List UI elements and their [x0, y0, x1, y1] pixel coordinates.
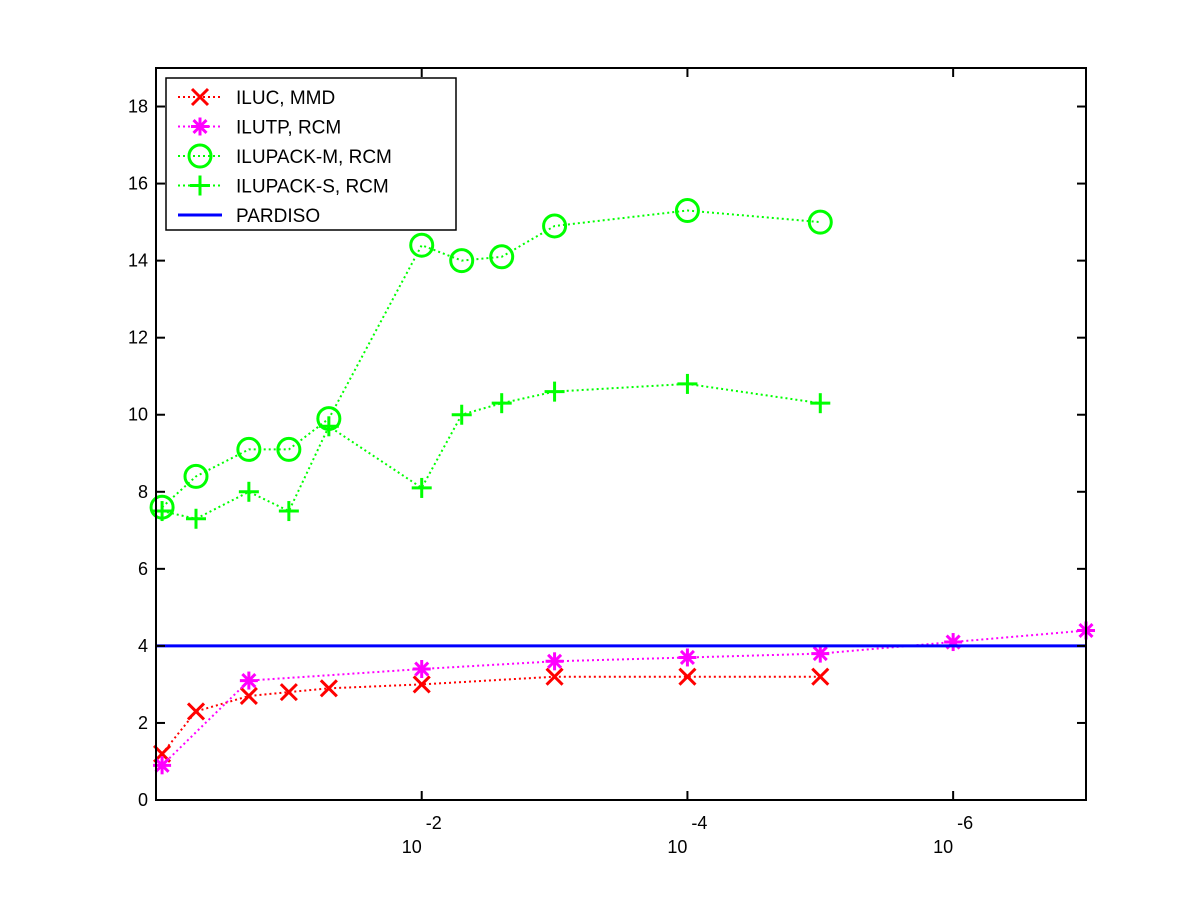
- x-tick-label-base: 10: [402, 837, 422, 857]
- y-tick-label: 18: [128, 97, 148, 117]
- asterisk-marker-stroke: [241, 673, 257, 689]
- circle-marker: [489, 244, 515, 270]
- legend-entry-pardiso: PARDISO: [178, 206, 320, 227]
- data-point-ilupack-s-rcm: [185, 508, 206, 529]
- data-point-iluc-mmd: [678, 667, 697, 686]
- data-point-ilutp-rcm: [678, 648, 697, 667]
- data-point-ilupack-m-rcm: [236, 436, 262, 462]
- asterisk-marker-stroke: [192, 118, 208, 135]
- legend-label: ILUTP, RCM: [236, 118, 341, 139]
- data-point-ilupack-m-rcm: [276, 436, 302, 462]
- data-point-ilutp-rcm: [239, 671, 258, 690]
- legend-label: ILUPACK-M, RCM: [236, 147, 392, 168]
- x-marker-stroke: [319, 679, 338, 698]
- data-point-ilupack-s-rcm: [278, 501, 299, 522]
- y-tick-label: 2: [138, 713, 148, 733]
- data-point-iluc-mmd: [811, 667, 830, 686]
- plot-frame: [155, 67, 1087, 801]
- data-point-ilupack-m-rcm: [542, 213, 568, 239]
- data-point-iluc-mmd: [279, 683, 298, 702]
- circle-marker: [542, 213, 568, 239]
- series-ilupack-m-rcm: [149, 198, 833, 520]
- data-point-ilupack-s-rcm: [411, 477, 432, 498]
- data-point-iluc-mmd: [545, 667, 564, 686]
- data-point-ilupack-s-rcm: [491, 393, 512, 414]
- asterisk-marker-stroke: [547, 653, 563, 669]
- x-marker-stroke: [186, 702, 206, 721]
- data-point-ilupack-s-rcm: [810, 393, 831, 414]
- circle-marker: [449, 248, 475, 274]
- data-point-ilupack-m-rcm: [489, 244, 515, 270]
- data-point-iluc-mmd: [239, 686, 258, 706]
- asterisk-marker-stroke: [679, 649, 695, 665]
- data-point-ilutp-rcm: [811, 644, 830, 663]
- x-marker-stroke: [279, 683, 298, 702]
- x-marker-stroke: [412, 675, 431, 694]
- data-point-ilutp-rcm: [944, 633, 963, 652]
- y-tick-label: 10: [128, 405, 148, 425]
- asterisk-marker-stroke: [414, 661, 430, 677]
- legend-entry-ilutp-rcm: ILUTP, RCM: [178, 117, 341, 139]
- data-point-iluc-mmd: [186, 702, 206, 721]
- legend-label: PARDISO: [236, 206, 320, 227]
- circle-marker: [276, 436, 302, 462]
- circle-marker: [409, 232, 435, 258]
- data-point-ilutp-rcm: [412, 660, 431, 679]
- data-point-ilupack-m-rcm: [807, 209, 833, 235]
- legend-label: ILUC, MMD: [236, 88, 335, 109]
- x-tick-label-exponent: -6: [957, 813, 973, 833]
- series-line-ilupack-m-rcm: [161, 209, 821, 508]
- data-point-ilupack-m-rcm: [674, 198, 700, 224]
- data-point-ilupack-m-rcm: [183, 463, 209, 489]
- asterisk-marker-stroke: [154, 757, 170, 773]
- circle-marker: [236, 436, 262, 462]
- data-point-iluc-mmd: [412, 675, 431, 694]
- data-point-iluc-mmd: [319, 679, 338, 698]
- y-tick-label: 6: [138, 559, 148, 579]
- series-line-ilutp-rcm: [161, 629, 1087, 767]
- y-tick-label: 16: [128, 174, 148, 194]
- data-point-ilupack-s-rcm: [451, 404, 472, 425]
- x-tick-label-base: 10: [933, 837, 953, 857]
- x-marker-stroke: [545, 667, 564, 686]
- legend-entry-ilupack-s-rcm: ILUPACK-S, RCM: [178, 175, 389, 198]
- data-point-ilupack-m-rcm: [409, 232, 435, 258]
- data-point-ilupack-s-rcm: [544, 381, 565, 402]
- series-iluc-mmd: [153, 667, 830, 763]
- data-point-ilupack-s-rcm: [677, 373, 698, 394]
- x-marker-stroke: [190, 87, 210, 107]
- data-point-ilupack-s-rcm: [318, 416, 339, 437]
- x-marker-stroke: [678, 667, 697, 686]
- y-tick-label: 0: [138, 790, 148, 810]
- x-tick-label-base: 10: [667, 837, 687, 857]
- data-point-ilupack-m-rcm: [449, 248, 475, 274]
- x-tick-label-exponent: -2: [426, 813, 442, 833]
- legend-box: [165, 77, 457, 231]
- circle-marker: [807, 209, 833, 235]
- y-tick-label: 4: [138, 636, 148, 656]
- x-marker-stroke: [811, 667, 830, 686]
- circle-marker: [187, 143, 213, 169]
- asterisk-marker-stroke: [812, 646, 828, 662]
- y-tick-label: 14: [128, 251, 148, 271]
- data-point-ilutp-rcm: [545, 652, 564, 671]
- y-tick-label: 12: [128, 328, 148, 348]
- legend-label: ILUPACK-S, RCM: [236, 177, 389, 198]
- x-marker-stroke: [239, 686, 258, 706]
- circle-marker: [674, 198, 700, 224]
- series-ilupack-s-rcm: [152, 373, 831, 529]
- data-point-ilupack-s-rcm: [238, 481, 259, 502]
- legend-entry-iluc-mmd: ILUC, MMD: [178, 87, 335, 109]
- legend-entry-ilupack-m-rcm: ILUPACK-M, RCM: [178, 143, 392, 169]
- y-tick-label: 8: [138, 482, 148, 502]
- x-tick-label-exponent: -4: [691, 813, 707, 833]
- series-layer: [149, 198, 1095, 775]
- legend: ILUC, MMD ILUTP, RCM ILUPACK-M, RCM ILUPACK…: [165, 77, 457, 231]
- circle-marker: [183, 463, 209, 489]
